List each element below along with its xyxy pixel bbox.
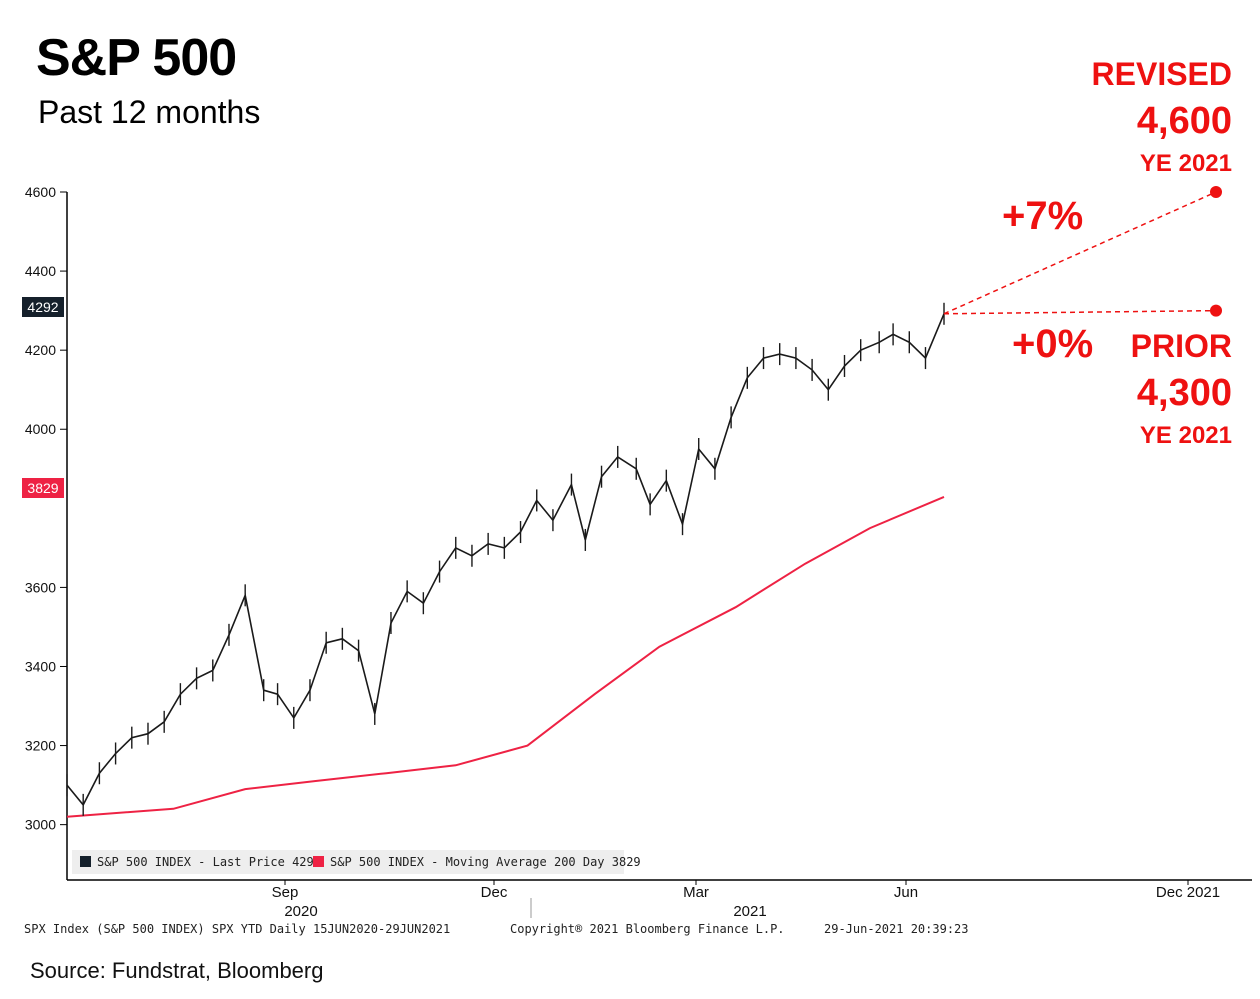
y-tick-label: 3400 (25, 658, 56, 674)
source-note: Source: Fundstrat, Bloomberg (30, 958, 324, 983)
series-line-moving-average (66, 495, 945, 818)
x-year-label: 2021 (733, 903, 766, 920)
badge-ma-bg (22, 478, 64, 498)
target-layer (943, 186, 1222, 317)
footer-left: SPX Index (S&P 500 INDEX) SPX YTD Daily … (24, 922, 451, 936)
x-ticks: Sep Dec Mar Jun Dec 2021 2020 2021 (272, 880, 1220, 920)
prior-year: YE 2021 (1139, 422, 1232, 449)
price-layer (66, 302, 945, 816)
chart-subtitle: Past 12 months (38, 94, 261, 130)
x-tick-label: Jun (894, 884, 918, 901)
prior-value: 4,300 (1136, 372, 1232, 414)
y-tick-label: 4600 (25, 184, 56, 200)
legend-label-ma: S&P 500 INDEX - Moving Average 200 Day 3… (330, 855, 641, 869)
legend-swatch-price (80, 856, 91, 867)
chart-legend: S&P 500 INDEX - Last Price 4292 S&P 500 … (72, 850, 641, 874)
x-tick-label: Dec 2021 (1156, 884, 1220, 901)
badge-last-price-bg (22, 297, 64, 317)
x-tick-label: Dec (481, 884, 508, 901)
chart-axes (66, 192, 1252, 881)
revised-label: REVISED (1091, 56, 1232, 92)
badge-last-price: 4292 (22, 297, 64, 317)
badge-last-price-label: 4292 (27, 299, 58, 315)
revised-value: 4,600 (1136, 100, 1232, 142)
x-year-label: 2020 (284, 903, 317, 920)
legend-swatch-ma (313, 856, 324, 867)
footer-center: Copyright® 2021 Bloomberg Finance L.P. (510, 922, 785, 936)
legend-box (72, 850, 624, 874)
x-tick-label: Mar (683, 884, 709, 901)
x-tick-label: Sep (272, 884, 299, 901)
revised-target-line (943, 191, 1217, 315)
legend-label-price: S&P 500 INDEX - Last Price 4292 (97, 855, 321, 869)
y-tick-label: 3200 (25, 738, 56, 754)
prior-target-point (1210, 304, 1222, 317)
y-ticks: 3000 3200 3400 3600 4000 4200 4400 4600 (25, 184, 67, 833)
y-tick-label: 4200 (25, 342, 56, 358)
revised-year: YE 2021 (1139, 150, 1232, 177)
prior-target-line (943, 309, 1217, 315)
badge-ma: 3829 (22, 478, 64, 498)
y-tick-label: 3000 (25, 817, 56, 833)
y-tick-label: 4400 (25, 263, 56, 279)
chart-title: S&P 500 (36, 29, 237, 87)
y-tick-label: 3600 (25, 579, 56, 595)
revised-pct: +7% (1002, 194, 1084, 238)
revised-target-point (1210, 186, 1222, 198)
badge-ma-label: 3829 (27, 480, 58, 496)
ma-layer (66, 495, 945, 818)
y-tick-label: 4000 (25, 421, 56, 437)
prior-pct: +0% (1012, 322, 1094, 366)
prior-label: PRIOR (1130, 328, 1232, 364)
footer-right: 29-Jun-2021 20:39:23 (824, 922, 969, 936)
